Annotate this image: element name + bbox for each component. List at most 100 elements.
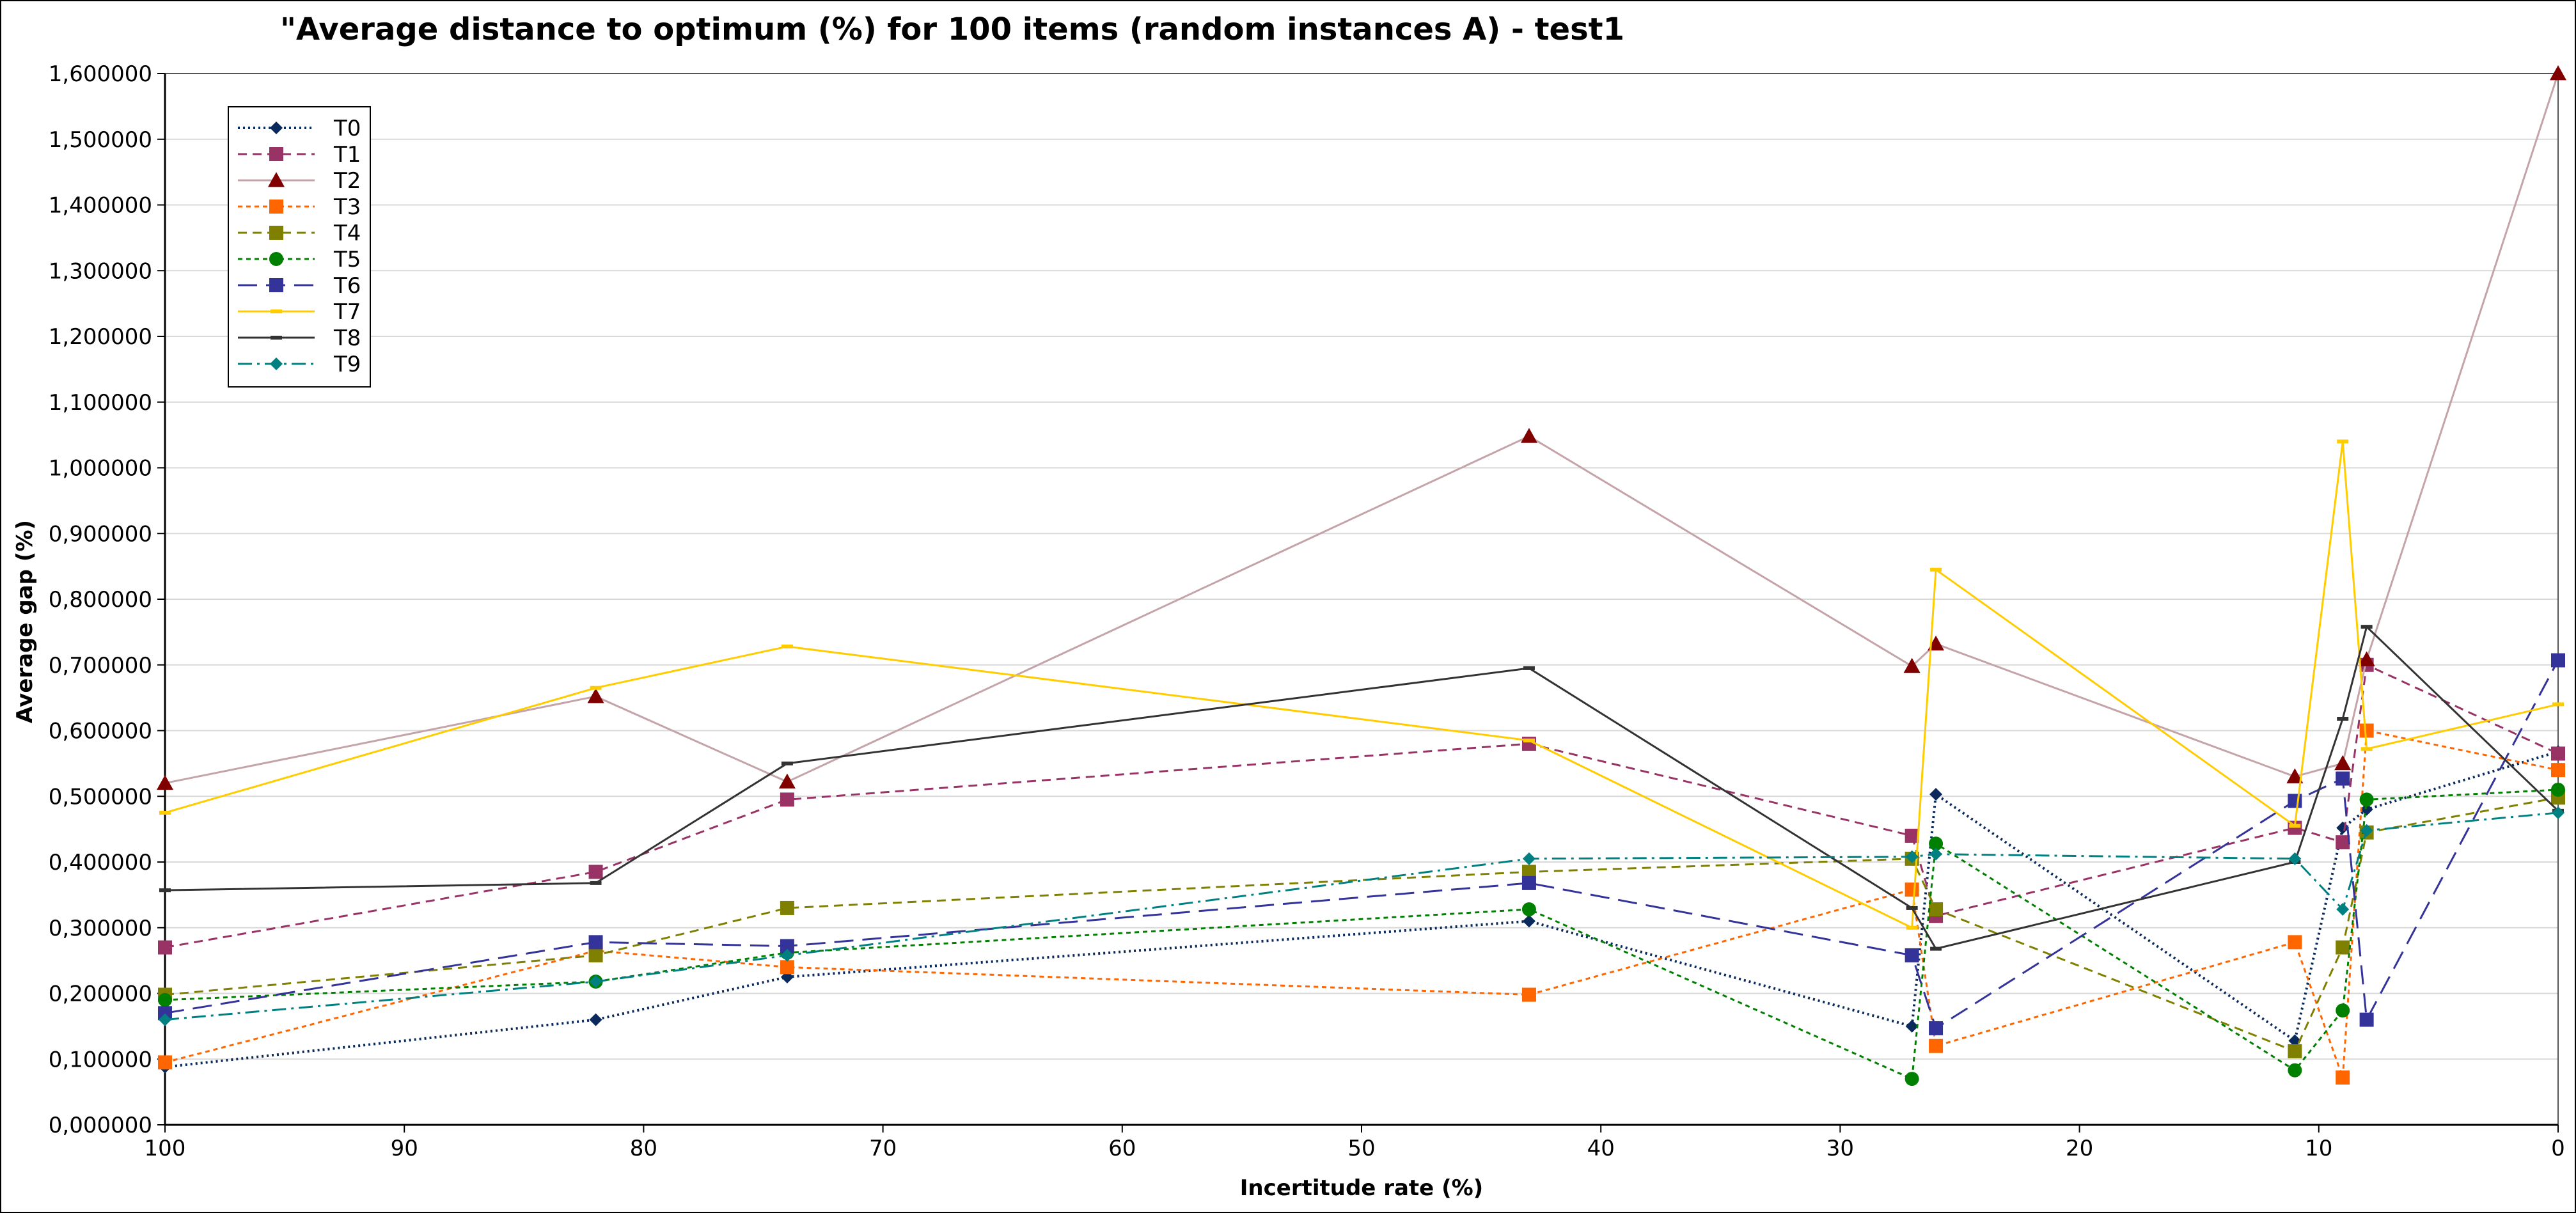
point-triangle: [1520, 428, 1537, 443]
point-triangle: [2550, 65, 2566, 81]
point-square: [2336, 835, 2350, 850]
y-tick-label: 0,700000: [49, 653, 152, 678]
point-square: [2359, 1012, 2374, 1027]
x-tick-label: 100: [145, 1136, 186, 1161]
point-diamond: [589, 1013, 602, 1026]
point-square: [2288, 935, 2302, 950]
point-square: [2359, 723, 2374, 738]
point-triangle: [587, 688, 604, 703]
point-diamond: [159, 1013, 171, 1026]
point-square: [269, 278, 283, 292]
series-line: [164, 811, 2559, 1021]
point-triangle: [1903, 657, 1920, 673]
legend-label: T0: [333, 116, 361, 141]
point-square: [780, 960, 794, 975]
point-square: [1929, 1039, 1944, 1053]
legend-label: T2: [333, 168, 361, 194]
x-tick-label: 0: [2551, 1136, 2565, 1161]
series-line: [164, 659, 2559, 1030]
point-square: [780, 900, 794, 915]
point-dash: [1523, 738, 1535, 742]
series-layer: [157, 65, 2566, 1086]
y-tick-label: 1,200000: [49, 324, 152, 350]
x-tick-label: 80: [630, 1136, 657, 1161]
legend-label: T7: [333, 299, 361, 325]
point-square: [158, 940, 172, 955]
point-diamond: [1929, 788, 1943, 801]
point-square: [1521, 987, 1536, 1002]
x-tick-label: 90: [391, 1136, 418, 1161]
y-tick-label: 0,600000: [49, 719, 152, 744]
x-tick-label: 20: [2066, 1136, 2093, 1161]
point-diamond: [1522, 852, 1535, 865]
point-square: [269, 200, 283, 214]
legend-item: T5: [238, 247, 361, 272]
point-square: [2288, 794, 2302, 808]
point-diamond: [2360, 824, 2373, 837]
point-circle: [1905, 1072, 1919, 1086]
series-line: [164, 441, 2559, 930]
point-triangle: [2286, 768, 2304, 783]
point-triangle: [2334, 755, 2352, 771]
point-square: [588, 935, 603, 950]
y-axis-title: Average gap (%): [12, 520, 38, 723]
legend-label: T3: [333, 194, 361, 220]
point-dash: [2552, 702, 2564, 707]
point-dash: [1906, 925, 1918, 930]
point-square: [780, 939, 794, 953]
y-tick-label: 0,100000: [49, 1047, 152, 1072]
legend-item: T6: [238, 273, 361, 299]
point-circle: [2288, 1063, 2302, 1078]
point-diamond: [1522, 914, 1535, 928]
point-square: [1929, 1021, 1944, 1035]
series-t5: [158, 782, 2565, 1086]
point-triangle: [778, 773, 796, 789]
point-diamond: [2552, 806, 2564, 819]
point-diamond: [2360, 803, 2373, 816]
point-diamond: [2288, 1034, 2302, 1047]
legend-item: T1: [238, 142, 361, 168]
y-tick-label: 1,000000: [49, 456, 152, 482]
series-t0: [159, 745, 2564, 1074]
legend-item: T7: [238, 299, 361, 325]
point-square: [588, 948, 603, 962]
point-dash: [2360, 625, 2373, 629]
point-square: [1929, 902, 1944, 916]
y-tick-label: 0,300000: [49, 916, 152, 941]
point-triangle: [157, 774, 173, 790]
point-triangle: [2358, 651, 2375, 666]
series-line: [164, 750, 2559, 1069]
series-line: [164, 796, 2559, 1053]
series-t8: [159, 625, 2564, 951]
y-tick-label: 0,500000: [49, 784, 152, 810]
series-t3: [158, 723, 2565, 1085]
y-tick-label: 1,300000: [49, 258, 152, 284]
point-triangle: [1928, 635, 1945, 651]
point-dash: [271, 310, 282, 313]
point-dash: [2289, 824, 2301, 828]
point-square: [158, 1006, 172, 1021]
x-tick-label: 60: [1108, 1136, 1136, 1161]
x-tick-label: 50: [1347, 1136, 1375, 1161]
point-dash: [271, 336, 282, 340]
point-circle: [1929, 836, 1944, 851]
point-square: [1905, 828, 1919, 843]
point-dash: [781, 644, 793, 648]
point-diamond: [780, 948, 794, 962]
y-tick-label: 1,100000: [49, 390, 152, 416]
x-tick-label: 10: [2305, 1136, 2332, 1161]
point-dash: [2337, 717, 2349, 721]
point-square: [1521, 875, 1536, 890]
series-t4: [158, 790, 2565, 1058]
point-square: [2551, 746, 2565, 761]
point-dash: [159, 888, 171, 893]
legend-label: T9: [333, 352, 361, 377]
point-circle: [269, 252, 283, 266]
point-square: [2336, 771, 2350, 786]
y-tick-label: 1,600000: [49, 61, 152, 87]
point-diamond: [589, 975, 602, 989]
series-line: [164, 663, 2559, 949]
point-circle: [1521, 902, 1536, 916]
